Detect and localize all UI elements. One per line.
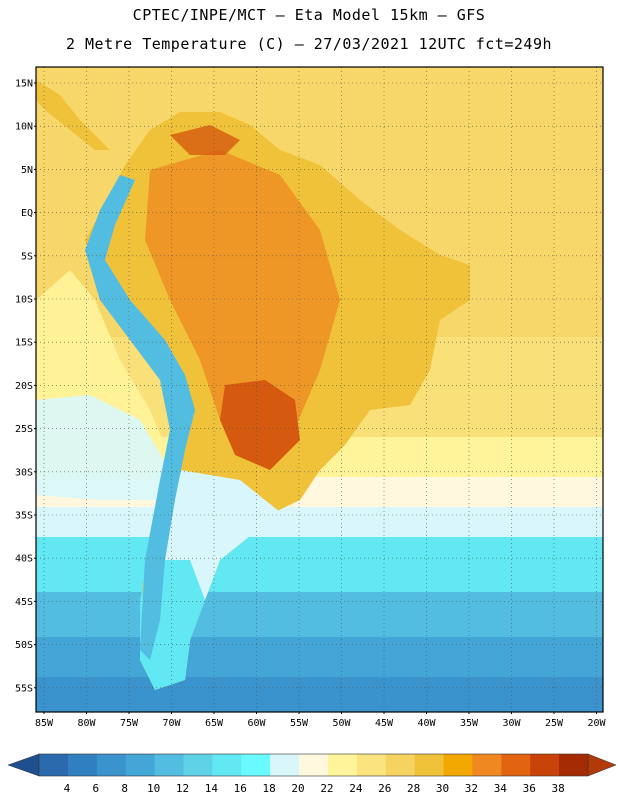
- colorbar-swatch: [327, 754, 358, 776]
- colorbar-swatch: [67, 754, 98, 776]
- pacific-cold-tongue: [36, 395, 170, 500]
- ocean-band-colder-2: [36, 592, 603, 637]
- lat-tick-label: 45S: [15, 597, 33, 608]
- temperature-colorbar: 4 6 8 10 12 14 16 18 20 22 24 26 28 30 32 34 36 38: [7, 753, 617, 795]
- lat-tick-label: EQ: [21, 208, 33, 219]
- map-title-variable: 2 Metre Temperature (C) – 27/03/2021 12U…: [65, 35, 553, 53]
- colorbar-label: 32: [465, 782, 478, 795]
- colorbar-label: 6: [92, 782, 99, 795]
- land-hot-north: [170, 125, 240, 155]
- lat-tick-label: 25S: [15, 424, 33, 435]
- colorbar-label: 16: [234, 782, 247, 795]
- central-america: [36, 80, 110, 150]
- colorbar-swatch: [241, 754, 271, 776]
- map-frame: [35, 66, 604, 713]
- ocean-band-coldest: [36, 637, 603, 677]
- colorbar-swatch: [443, 754, 473, 776]
- lon-tick-label: 20W: [587, 718, 606, 729]
- ocean-band-colder: [36, 537, 603, 592]
- lon-tick-label: 80W: [77, 718, 96, 729]
- colorbar-swatch: [270, 754, 300, 776]
- colorbar-low-arrow: [7, 753, 40, 777]
- lon-tick-label: 60W: [247, 718, 266, 729]
- land-hot-region: [145, 150, 340, 450]
- colorbar-label: 38: [551, 782, 564, 795]
- colorbar-swatch: [501, 754, 531, 776]
- lon-tick-label: 50W: [332, 718, 351, 729]
- lat-tick-label: 30S: [15, 467, 33, 478]
- lon-tick-label: 40W: [417, 718, 436, 729]
- map-field: [36, 67, 603, 712]
- colorbar-swatch: [414, 754, 445, 776]
- lat-tick-label: 10S: [15, 295, 33, 306]
- colorbar-label: 28: [407, 782, 420, 795]
- colorbar-label: 26: [378, 782, 391, 795]
- colorbar-swatch: [472, 754, 502, 776]
- colorbar-label: 20: [291, 782, 304, 795]
- lat-tick-label: 10N: [15, 122, 33, 133]
- colorbar-label: 22: [320, 782, 333, 795]
- land-hotter-region: [220, 380, 300, 470]
- latitude-labels: 15N 10N 5N EQ 5S 10S 15S 20S 25S 30S 35S 40S 45S 50S 5…: [15, 79, 36, 694]
- colorbar-label: 18: [263, 782, 276, 795]
- lon-tick-label: 65W: [205, 718, 224, 729]
- lat-tick-label: 5S: [21, 251, 33, 262]
- colorbar-label: 36: [523, 782, 536, 795]
- lat-tick-label: 15N: [15, 79, 33, 90]
- lon-tick-label: 55W: [290, 718, 309, 729]
- map-grid: [36, 67, 603, 712]
- colorbar-label: 8: [121, 782, 128, 795]
- ocean-band-cold: [36, 507, 603, 537]
- colorbar-label: 14: [205, 782, 219, 795]
- colorbar-swatch: [183, 754, 213, 776]
- colorbar-swatch: [154, 754, 184, 776]
- colorbar-swatch: [530, 754, 560, 776]
- colorbar-swatch: [299, 754, 329, 776]
- colorbar-outline: [38, 753, 589, 777]
- colorbar-swatch: [356, 754, 387, 776]
- colorbar-label: 30: [436, 782, 449, 795]
- lat-tick-label: 5N: [21, 165, 33, 176]
- lon-tick-label: 25W: [545, 718, 564, 729]
- colorbar-swatch: [39, 754, 69, 776]
- lat-tick-label: 40S: [15, 554, 33, 565]
- lon-tick-label: 70W: [162, 718, 181, 729]
- colorbar-swatch: [385, 754, 416, 776]
- colorbar-swatch: [96, 754, 127, 776]
- lat-tick-label: 50S: [15, 640, 33, 651]
- lon-tick-label: 30W: [502, 718, 521, 729]
- colorbar-label: 12: [176, 782, 189, 795]
- colorbar-label: 10: [147, 782, 160, 795]
- lon-tick-label: 75W: [120, 718, 139, 729]
- colorbar-label: 4: [64, 782, 71, 795]
- map-title-model: CPTEC/INPE/MCT – Eta Model 15km – GFS: [132, 6, 486, 24]
- ocean-band-polar: [36, 677, 603, 712]
- lat-tick-label: 55S: [15, 683, 33, 694]
- colorbar-label: 34: [494, 782, 508, 795]
- lon-tick-label: 45W: [375, 718, 394, 729]
- colorbar-swatch: [559, 754, 589, 776]
- lon-tick-label: 85W: [35, 718, 54, 729]
- lat-tick-label: 15S: [15, 338, 33, 349]
- colorbar-high-arrow: [587, 753, 617, 777]
- lat-tick-label: 35S: [15, 511, 33, 522]
- colorbar-swatch: [125, 754, 156, 776]
- andes-cold-ridge: [85, 175, 195, 660]
- lat-tick-label: 20S: [15, 381, 33, 392]
- colorbar-swatch: [212, 754, 242, 776]
- lon-tick-label: 35W: [460, 718, 479, 729]
- longitude-labels: 85W 80W 75W 70W 65W 60W 55W 50W 45W 40W 35W 30W 25W 2…: [35, 712, 607, 729]
- colorbar-label: 24: [349, 782, 363, 795]
